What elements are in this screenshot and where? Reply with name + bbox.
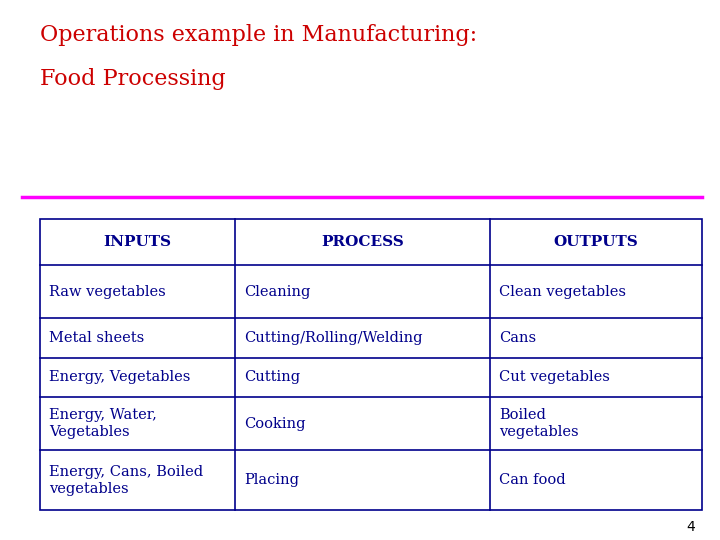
Text: 4: 4 [686,519,695,534]
Text: Cut vegetables: Cut vegetables [500,370,611,384]
Text: INPUTS: INPUTS [103,235,171,249]
Text: Metal sheets: Metal sheets [49,331,144,345]
Text: Placing: Placing [244,473,300,487]
Bar [40,219,702,510]
Text: Raw vegetables: Raw vegetables [49,285,166,299]
Text: Boiled
vegetables: Boiled vegetables [500,408,579,440]
Text: Cans: Cans [500,331,536,345]
Text: Energy, Water,
Vegetables: Energy, Water, Vegetables [49,408,157,440]
Text: Clean vegetables: Clean vegetables [500,285,626,299]
Text: Can food: Can food [500,473,566,487]
Text: Food Processing: Food Processing [40,68,225,90]
Text: OUTPUTS: OUTPUTS [554,235,639,249]
Text: Cleaning: Cleaning [244,285,311,299]
Text: Cutting: Cutting [244,370,300,384]
Text: Energy, Vegetables: Energy, Vegetables [49,370,190,384]
Text: Cutting/Rolling/Welding: Cutting/Rolling/Welding [244,331,423,345]
Text: PROCESS: PROCESS [321,235,404,249]
Text: Energy, Cans, Boiled
vegetables: Energy, Cans, Boiled vegetables [49,464,203,496]
Text: Cooking: Cooking [244,417,306,431]
Text: Operations example in Manufacturing:: Operations example in Manufacturing: [40,24,477,46]
